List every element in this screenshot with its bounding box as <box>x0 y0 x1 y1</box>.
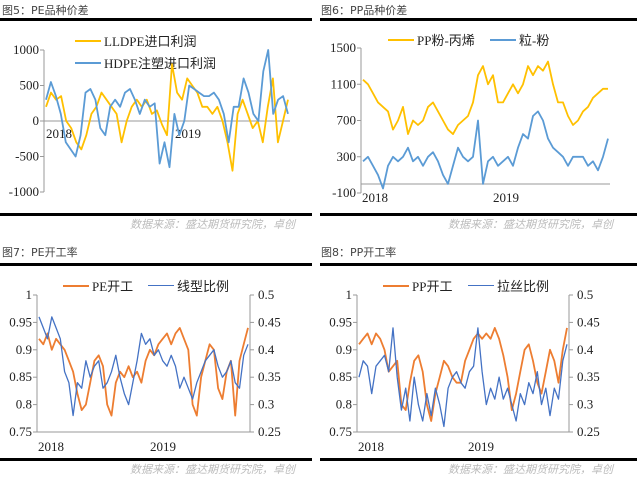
chart-title-pe-spread: 图5：PE品种价差 <box>2 4 89 17</box>
legend-swatch <box>388 38 414 41</box>
divider <box>0 213 312 216</box>
legend-label: HDPE注塑进口利润 <box>104 56 216 71</box>
y2-tick-label: 0.35 <box>258 369 281 384</box>
legend-item: LLDPE进口利润 <box>75 31 196 50</box>
series-line-粒-粉 <box>362 110 609 190</box>
y-tick-label: 300 <box>337 149 357 164</box>
y2-tick-label: 0.45 <box>577 314 600 329</box>
source-note: 数据来源：盛达期货研究院，卓创 <box>448 218 613 231</box>
y2-tick-label: 0.25 <box>577 424 600 439</box>
legend-swatch <box>468 284 494 287</box>
legend-item: 粒-粉 <box>490 30 549 49</box>
y-tick-label: 700 <box>337 113 357 128</box>
legend-label: 拉丝比例 <box>497 279 550 294</box>
legend-label: PE开工 <box>92 279 134 294</box>
divider <box>320 263 637 266</box>
y-tick-label: 0.9 <box>336 342 352 357</box>
series-line-HDPE注塑进口利润 <box>45 49 289 169</box>
x-tick-label: 2019 <box>468 439 494 454</box>
x-tick-label: 2019 <box>150 439 176 454</box>
legend-item: HDPE注塑进口利润 <box>75 53 216 72</box>
series-line-拉丝比例 <box>358 327 568 428</box>
series-line-PP开工 <box>358 326 568 422</box>
x-tick-label: 2018 <box>38 439 64 454</box>
legend-label: LLDPE进口利润 <box>104 34 197 49</box>
y2-tick-label: 0.4 <box>577 342 594 357</box>
y2-tick-label: 0.3 <box>577 397 593 412</box>
y-tick-label: 0.85 <box>9 369 32 384</box>
y2-tick-label: 0.45 <box>258 314 281 329</box>
y-tick-label: 0.75 <box>329 424 352 439</box>
y-tick-label: 0.95 <box>9 314 32 329</box>
divider <box>0 18 312 21</box>
y-tick-label: -100 <box>332 185 356 200</box>
legend-label: 线型比例 <box>177 279 230 294</box>
y-tick-label: 1100 <box>330 76 356 91</box>
legend-swatch <box>75 61 101 64</box>
divider <box>320 18 637 21</box>
divider <box>320 213 637 216</box>
source-note: 数据来源：盛达期货研究院，卓创 <box>130 218 295 231</box>
divider <box>0 263 312 266</box>
divider <box>0 458 312 461</box>
y-tick-label: 1 <box>346 287 353 302</box>
y2-tick-label: 0.3 <box>258 397 274 412</box>
y2-tick-label: 0.5 <box>258 287 274 302</box>
series-line-线型比例 <box>38 316 249 417</box>
legend-swatch <box>490 38 516 41</box>
legend-swatch <box>63 284 89 287</box>
chart-title-pe-operating: 图7：PE开工率 <box>2 246 78 259</box>
chart-title-pp-operating: 图8：PP开工率 <box>321 246 397 259</box>
y2-tick-label: 0.35 <box>577 369 600 384</box>
chart-title-pp-spread: 图6：PP品种价差 <box>321 4 408 17</box>
x-tick-label: 2019 <box>493 190 519 205</box>
y-tick-label: 0.85 <box>329 369 352 384</box>
y-tick-label: -1000 <box>9 184 39 199</box>
legend-label: PP开工 <box>412 279 453 294</box>
series-line-PP粉-丙烯 <box>362 60 608 136</box>
x-tick-label: 2018 <box>358 439 384 454</box>
y-tick-label: 500 <box>20 78 40 93</box>
y-tick-label: 0.8 <box>16 397 32 412</box>
legend-item: 拉丝比例 <box>468 276 549 295</box>
y2-tick-label: 0.4 <box>258 342 275 357</box>
y2-tick-label: 0.25 <box>258 424 281 439</box>
y-tick-label: 1000 <box>13 42 39 57</box>
legend-item: PP开工 <box>383 276 452 295</box>
legend-swatch <box>75 39 101 42</box>
y-tick-label: 0.8 <box>336 397 352 412</box>
source-note: 数据来源：盛达期货研究院，卓创 <box>130 463 295 476</box>
series-line-PE开工 <box>38 326 249 417</box>
series-line-LLDPE进口利润 <box>45 63 289 172</box>
legend-swatch <box>148 284 174 287</box>
y-tick-label: 1 <box>26 287 33 302</box>
legend-item: PE开工 <box>63 276 133 295</box>
y-tick-label: 0 <box>33 113 40 128</box>
legend-item: PP粉-丙烯 <box>388 30 475 49</box>
y2-tick-label: 0.5 <box>577 287 593 302</box>
y-tick-label: 0.9 <box>16 342 32 357</box>
divider <box>320 458 637 461</box>
legend-label: 粒-粉 <box>519 33 550 48</box>
y-tick-label: -500 <box>15 149 39 164</box>
y-tick-label: 1500 <box>330 40 356 55</box>
x-tick-label: 2018 <box>362 190 388 205</box>
x-tick-label: 2018 <box>46 126 72 141</box>
y-tick-label: 0.95 <box>329 314 352 329</box>
legend-swatch <box>383 284 409 287</box>
legend-label: PP粉-丙烯 <box>417 33 475 48</box>
legend-item: 线型比例 <box>148 276 229 295</box>
source-note: 数据来源：盛达期货研究院，卓创 <box>448 463 613 476</box>
y-tick-label: 0.75 <box>9 424 32 439</box>
